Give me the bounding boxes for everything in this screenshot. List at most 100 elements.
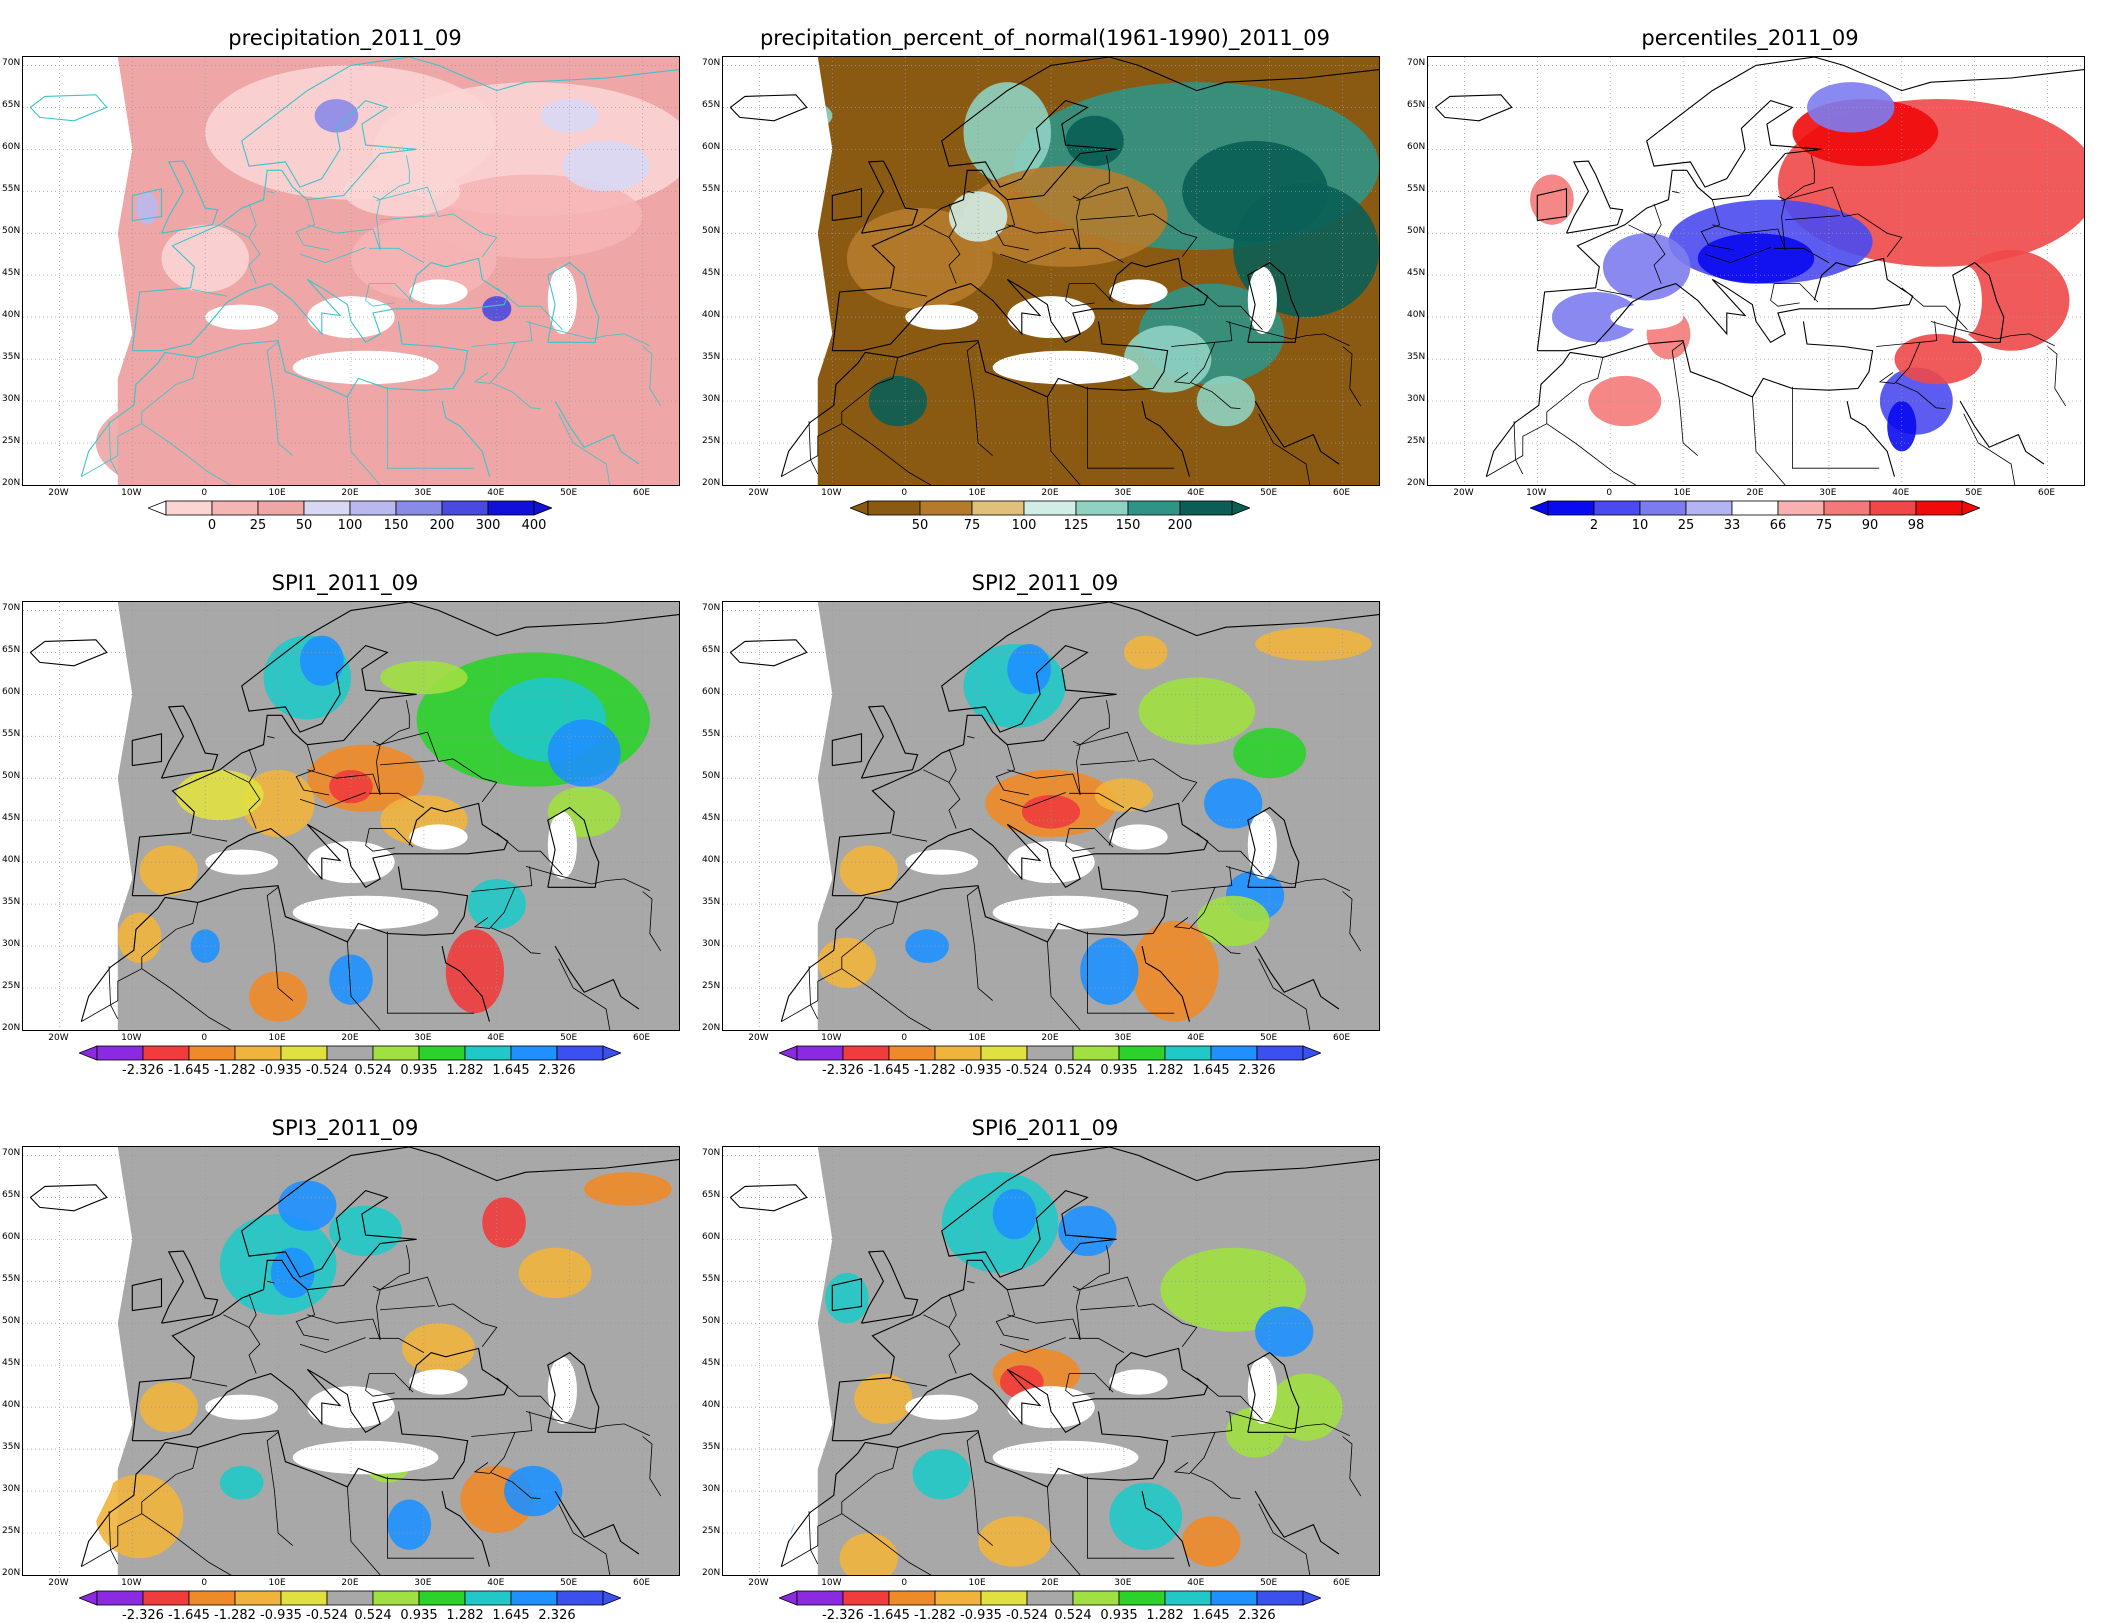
lon-label: 50E — [1965, 488, 1983, 498]
colorbar-swatch — [372, 1590, 420, 1606]
field-contour — [135, 191, 158, 225]
lon-label: 50E — [1260, 1578, 1278, 1588]
colorbar-extend-right — [1302, 1045, 1323, 1061]
lat-label: 45N — [702, 813, 721, 824]
colorbar-swatch — [234, 1045, 282, 1061]
lat-label: 65N — [2, 645, 21, 656]
colorbar-label: 1.282 — [1146, 1608, 1184, 1623]
colorbar-label: 1.645 — [492, 1608, 530, 1623]
colorbar-label: 1.282 — [446, 1063, 484, 1078]
colorbar-label: 300 — [475, 518, 501, 533]
colorbar-label: -1.282 — [214, 1063, 256, 1078]
sea-mask — [992, 895, 1139, 930]
colorbar-label: 75 — [963, 518, 981, 533]
lon-label: 40E — [1187, 1578, 1205, 1588]
lat-label: 65N — [2, 100, 21, 111]
lat-label: 25N — [1407, 436, 1426, 447]
panel-percentiles: percentiles_2011_09 70N 65N 60N 55N 50N 45N 40N… — [1405, 0, 2095, 545]
colorbar — [777, 1045, 1323, 1066]
colorbar-swatch — [1118, 1045, 1166, 1061]
field-contour — [117, 912, 162, 963]
lon-label: 30E — [1114, 488, 1132, 498]
lat-label: 35N — [702, 1442, 721, 1453]
lon-label: 20E — [341, 488, 359, 498]
colorbar-label: 25 — [249, 518, 267, 533]
colorbar-label: -0.524 — [1006, 1063, 1048, 1078]
field-contour — [1123, 635, 1168, 670]
map-plot — [1427, 56, 2085, 486]
lon-label: 40E — [1187, 488, 1205, 498]
field-contour — [314, 98, 359, 133]
lat-label: 40N — [2, 855, 21, 866]
colorbar-swatch — [510, 1590, 558, 1606]
sea-mask — [1247, 266, 1277, 334]
colorbar-swatch — [418, 1590, 466, 1606]
lon-label: 20W — [748, 1578, 769, 1588]
colorbar-label: 75 — [1815, 518, 1833, 533]
field-contour — [343, 166, 461, 217]
colorbar-label: 0.524 — [1054, 1608, 1092, 1623]
sea-mask — [905, 1394, 979, 1420]
coastlines — [29, 57, 679, 477]
lat-label: 40N — [2, 1400, 21, 1411]
colorbar-label: -1.282 — [914, 1063, 956, 1078]
field-contour — [95, 375, 461, 485]
panel-title: precipitation_2011_09 — [228, 26, 462, 50]
lat-label: 70N — [702, 603, 721, 614]
field-contour — [963, 166, 1168, 267]
colorbar-swatch — [234, 1590, 282, 1606]
colorbar-swatch — [280, 1590, 328, 1606]
lon-label: 20W — [48, 1033, 69, 1043]
colorbar-extend-left — [777, 1045, 798, 1061]
colorbar-extend-left — [848, 500, 869, 516]
lat-label: 20N — [702, 478, 721, 488]
field-contour — [1109, 1482, 1183, 1550]
lat-label: 55N — [1407, 184, 1426, 195]
colorbar-swatch — [1823, 500, 1871, 516]
ocean-mask — [723, 1147, 833, 1575]
colorbar-swatch — [96, 1045, 144, 1061]
field-contour — [299, 635, 344, 686]
colorbar-swatch — [1869, 500, 1917, 516]
lat-label: 65N — [702, 100, 721, 111]
lon-label: 40E — [1187, 1033, 1205, 1043]
lat-label: 65N — [702, 1190, 721, 1201]
sea-mask — [547, 1356, 577, 1424]
lat-label: 55N — [2, 729, 21, 740]
colorbar-extend-left — [77, 1590, 98, 1606]
sea-mask — [1814, 279, 1873, 305]
colorbar-swatch — [1210, 1045, 1258, 1061]
colorbar — [848, 500, 1252, 521]
lat-label: 55N — [702, 1274, 721, 1285]
lat-label: 20N — [702, 1023, 721, 1033]
colorbar-label: -1.645 — [868, 1063, 910, 1078]
field-contour — [467, 878, 526, 930]
colorbar-label: -1.645 — [868, 1608, 910, 1623]
coastlines — [729, 57, 1379, 477]
lon-label: 30E — [1114, 1033, 1132, 1043]
lon-label: 50E — [1260, 1033, 1278, 1043]
map-plot — [22, 56, 680, 486]
lon-label: 20W — [48, 1578, 69, 1588]
field-contour — [825, 1272, 869, 1324]
lat-label: 25N — [2, 436, 21, 447]
colorbar-extend-right — [602, 1045, 623, 1061]
panel-title: SPI2_2011_09 — [971, 571, 1119, 595]
panel-spi1: SPI1_2011_09 70N 65N 60N 55N 50N 45N 40N 35N 30N 2… — [0, 545, 690, 1090]
colorbar-label: 125 — [1063, 518, 1089, 533]
colorbar-extend-left — [777, 1590, 798, 1606]
field-contour — [948, 191, 1008, 242]
colorbar-label: -2.326 — [122, 1608, 164, 1623]
coastlines — [29, 1147, 679, 1567]
colorbar-label: 25 — [1677, 518, 1695, 533]
lon-label: 30E — [414, 488, 432, 498]
colorbar-swatch — [1026, 1590, 1074, 1606]
lon-label: 30E — [414, 1033, 432, 1043]
lat-label: 45N — [702, 268, 721, 279]
panel-spi6: SPI6_2011_09 70N 65N 60N 55N 50N 45N 40N 35N 30N 2… — [700, 1090, 1390, 1623]
sea-mask — [292, 350, 439, 385]
colorbar-swatch — [464, 1045, 512, 1061]
field-contour — [1021, 795, 1081, 829]
field-contour — [329, 1205, 403, 1257]
colorbar-swatch — [919, 500, 973, 516]
